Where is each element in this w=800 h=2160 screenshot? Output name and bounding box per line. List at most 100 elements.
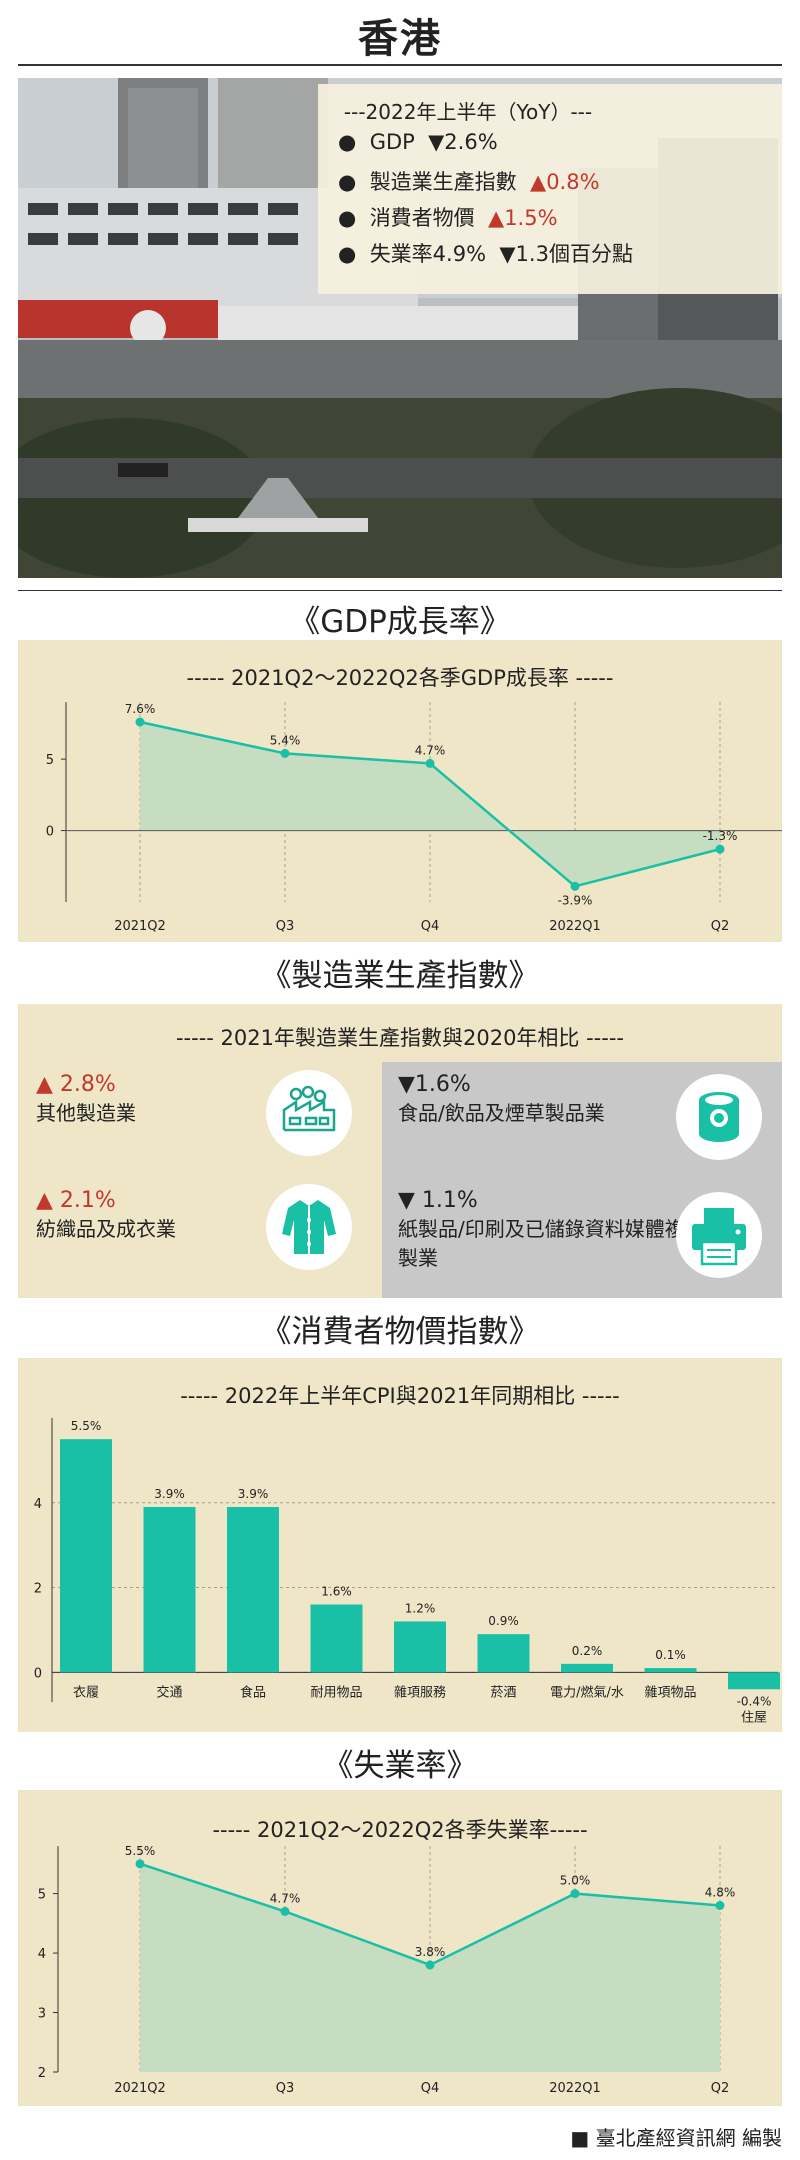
data-label: 5.0%: [560, 1874, 591, 1888]
x-tick-label: 2022Q1: [549, 2081, 601, 2096]
data-label: 3.9%: [238, 1487, 269, 1501]
unemp-chart: 2 3 4 5 5.5% 4.7% 3.8% 5.0% 4.8% 2021Q2 Q3 Q4 2022Q1…: [38, 1844, 736, 2096]
y-tick-label: 2: [34, 1582, 42, 1597]
summary-box: ---2022年上半年（YoY）--- ● GDP ▼2.6% ● 製造業生產指…: [318, 84, 782, 294]
data-point: [570, 1889, 580, 1899]
mfg-change: ▲ 2.8%: [36, 1072, 116, 1097]
x-tick-label: 耐用物品: [310, 1685, 362, 1700]
data-label: 4.7%: [270, 1891, 301, 1905]
data-point: [425, 1960, 435, 1970]
x-tick-label: Q4: [421, 919, 440, 934]
summary-change: ▼1.3個百分點: [499, 242, 633, 266]
y-tick-label: 5: [46, 753, 54, 768]
unemp-panel: ----- 2021Q2～2022Q2各季失業率----- 2 3 4 5 5.5% 4.…: [18, 1790, 782, 2106]
y-tick-label: 5: [38, 1888, 46, 1903]
data-label: 4.8%: [705, 1885, 736, 1899]
data-point: [135, 717, 145, 727]
y-tick-label: 2: [38, 2066, 46, 2081]
data-point: [570, 881, 580, 891]
bar: [477, 1634, 530, 1673]
x-tick-label: 交通: [156, 1684, 182, 1700]
mfg-label: 紙製品/印刷及已儲錄資料媒體複製業: [398, 1217, 685, 1270]
mfg-panel: ----- 2021年製造業生產指數與2020年相比 ----- ▲ 2.8% …: [18, 1004, 782, 1298]
gdp-chart: 0 5 7.6% 5.4% 4.7% -3.9% -1.3% 2021Q2 Q3 Q4 2022Q1…: [46, 702, 782, 934]
x-tick-label: Q4: [421, 2081, 440, 2096]
data-label: 5.4%: [270, 733, 301, 747]
printer-icon: [676, 1192, 762, 1278]
mfg-subtitle: ----- 2021年製造業生產指數與2020年相比 -----: [175, 1026, 624, 1050]
summary-item-gdp: ● GDP ▼2.6%: [338, 130, 498, 154]
data-point: [425, 758, 435, 768]
summary-change: ▲0.8%: [530, 170, 600, 194]
mfg-label: 食品/飲品及煙草製品業: [398, 1101, 605, 1125]
page-title: 香港: [358, 16, 442, 62]
y-tick-label: 0: [46, 825, 54, 840]
gdp-panel: ----- 2021Q2～2022Q2各季GDP成長率 ----- 0 5 7.6%…: [18, 640, 782, 942]
data-label: 0.2%: [572, 1644, 603, 1658]
data-point: [280, 1906, 290, 1916]
data-label: 1.6%: [321, 1585, 352, 1599]
canned-food-icon: [676, 1074, 762, 1160]
unemp-subtitle: ----- 2021Q2～2022Q2各季失業率-----: [212, 1818, 588, 1842]
unemp-section-title: 《失業率》: [322, 1748, 478, 1784]
gdp-subtitle: ----- 2021Q2～2022Q2各季GDP成長率 -----: [186, 666, 614, 690]
y-tick-label: 3: [38, 2007, 46, 2022]
summary-change: ▲1.5%: [488, 206, 558, 230]
data-label: 0.1%: [655, 1648, 686, 1662]
x-tick-label: 菸酒: [490, 1685, 516, 1700]
summary-change: ▼2.6%: [428, 130, 498, 154]
bar: [310, 1604, 363, 1673]
coat-icon: [266, 1184, 352, 1270]
summary-heading: ---2022年上半年（YoY）---: [343, 100, 593, 124]
bar: [728, 1672, 780, 1690]
data-label: -1.3%: [703, 829, 738, 843]
data-point: [280, 748, 290, 758]
data-label: -0.4%: [737, 1694, 772, 1708]
footer-credit: ■ 臺北產經資訊網 編製: [570, 2126, 782, 2150]
x-tick-label: 雜項物品: [644, 1685, 696, 1700]
bar: [644, 1668, 697, 1673]
mfg-change: ▲ 2.1%: [36, 1188, 116, 1213]
summary-label: 消費者物價: [369, 206, 475, 230]
x-tick-label: Q2: [711, 2081, 730, 2096]
data-label: -3.9%: [558, 893, 593, 907]
bar: [143, 1507, 196, 1673]
x-tick-label: Q2: [711, 919, 730, 934]
x-tick-label: 食品: [240, 1684, 266, 1700]
mfg-cell-other: ▲ 2.8% 其他製造業: [36, 1070, 266, 1128]
area-fill: [140, 722, 720, 887]
x-tick-label: Q3: [276, 919, 295, 934]
x-tick-label: Q3: [276, 2081, 295, 2096]
x-tick-label: 衣履: [73, 1684, 99, 1700]
summary-label: GDP: [369, 130, 415, 154]
factory-icon: [266, 1070, 352, 1156]
bar: [394, 1621, 446, 1673]
data-label: 3.8%: [415, 1945, 446, 1959]
data-label: 5.5%: [125, 1844, 156, 1858]
mfg-label: 其他製造業: [36, 1101, 136, 1125]
title-rule: [18, 64, 782, 66]
data-point: [135, 1859, 145, 1869]
mfg-cell-food: ▼1.6% 食品/飲品及煙草製品業: [398, 1070, 618, 1128]
x-tick-label: 電力/燃氣/水: [550, 1684, 624, 1700]
y-tick-label: 0: [34, 1666, 42, 1681]
summary-item-unemployment: ● 失業率4.9% ▼1.3個百分點: [338, 242, 633, 266]
mfg-change: ▼ 1.1%: [398, 1188, 478, 1213]
data-label: 1.2%: [405, 1601, 436, 1615]
cpi-panel: ----- 2022年上半年CPI與2021年同期相比 ----- 0 2 4 5.5…: [18, 1358, 782, 1732]
x-tick-label: 2021Q2: [114, 919, 166, 934]
hero-rule: [18, 590, 782, 591]
summary-label: 製造業生產指數: [369, 170, 517, 194]
data-label: 4.7%: [415, 743, 446, 757]
mfg-cell-paper: ▼ 1.1% 紙製品/印刷及已儲錄資料媒體複製業: [398, 1186, 688, 1273]
data-point: [715, 844, 725, 854]
cpi-chart: 0 2 4 5.5% 衣履 3.9% 交通 3.9% 食品 1.6% 耐用物品 1.2% 雜項服務 0.9…: [34, 1418, 780, 1725]
summary-item-mfg: ● 製造業生產指數 ▲0.8%: [338, 170, 600, 194]
y-tick-label: 4: [38, 1947, 46, 1962]
cpi-section-title: 《消費者物價指數》: [260, 1314, 540, 1350]
x-tick-label: 2021Q2: [114, 2081, 166, 2096]
y-tick-label: 4: [34, 1497, 42, 1512]
x-tick-label: 雜項服務: [394, 1685, 446, 1700]
data-point: [715, 1900, 725, 1910]
mfg-label: 紡織品及成衣業: [36, 1217, 176, 1241]
